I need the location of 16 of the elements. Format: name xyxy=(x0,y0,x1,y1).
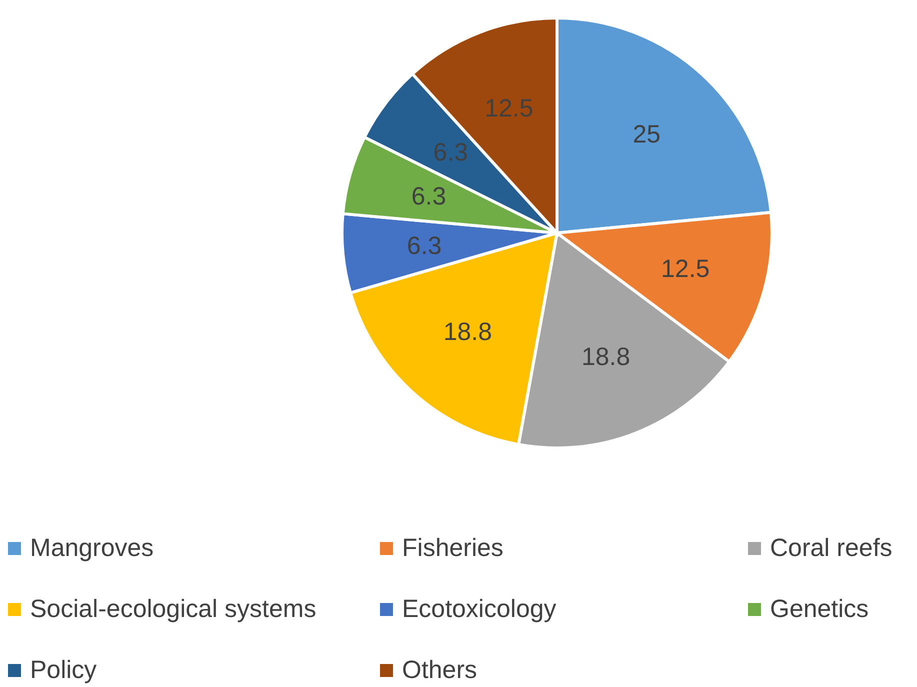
data-label: 12.5 xyxy=(484,94,534,123)
data-label: 6.3 xyxy=(406,232,442,260)
data-label: 18.8 xyxy=(581,343,630,372)
legend-label: Fisheries xyxy=(402,534,504,563)
legend-label: Mangroves xyxy=(30,534,154,563)
legend-label: Coral reefs xyxy=(770,534,892,563)
legend-label: Others xyxy=(402,656,478,685)
legend-label: Policy xyxy=(30,656,97,685)
data-label: 12.5 xyxy=(661,254,710,283)
data-label: 18.8 xyxy=(443,318,492,346)
data-label: 6.3 xyxy=(433,138,468,167)
data-label: 6.3 xyxy=(411,182,446,211)
data-label: 25 xyxy=(632,120,661,148)
legend-label: Social-ecological systems xyxy=(30,595,316,624)
legend-label: Ecotoxicology xyxy=(402,595,556,624)
legend-label: Genetics xyxy=(770,595,869,624)
